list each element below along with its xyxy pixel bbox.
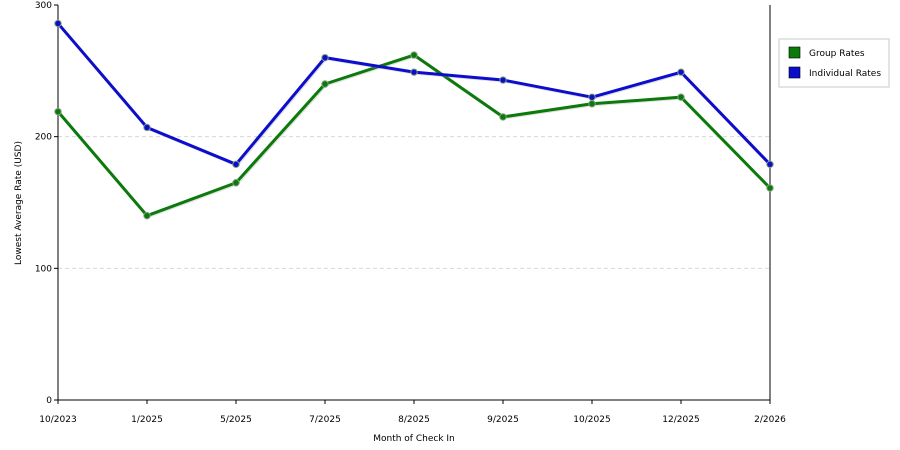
tick-labels: 0 100 200 300 10/2023 1/2025 5/2025 7/2025 8/202… [35, 1, 786, 425]
y-tick-label: 100 [35, 264, 52, 274]
legend-label: Group Rates [809, 49, 865, 59]
data-point [588, 100, 596, 108]
y-tick-label: 200 [35, 133, 52, 143]
series-shadow [57, 23, 773, 168]
y-axis-title: Lowest Average Rate (USD) [14, 141, 24, 265]
x-tick-label: 1/2025 [131, 415, 163, 425]
legend: Group Rates Individual Rates [778, 38, 890, 88]
data-point [143, 123, 151, 132]
data-point [321, 80, 329, 88]
data-point [232, 160, 240, 169]
legend-label: Individual Rates [809, 69, 881, 79]
x-axis-title: Month of Check In [373, 434, 455, 444]
data-point [54, 19, 62, 28]
legend-box [778, 38, 890, 88]
x-tick-label: 10/2023 [39, 415, 76, 425]
x-tick-label: 10/2025 [573, 415, 610, 425]
series-lines [54, 19, 774, 220]
data-point [766, 184, 774, 192]
data-point [766, 160, 774, 169]
data-point [588, 93, 596, 101]
data-point [410, 51, 418, 59]
x-tick-label: 7/2025 [309, 415, 341, 425]
data-point [232, 179, 240, 187]
x-tick-label: 12/2025 [662, 415, 699, 425]
data-point [321, 53, 329, 62]
series-individual-rates [54, 19, 774, 169]
data-point [499, 113, 507, 121]
data-point [677, 68, 685, 76]
data-point [410, 68, 418, 76]
x-tick-label: 5/2025 [220, 415, 252, 425]
data-point [54, 107, 62, 116]
x-tick-label: 2/2026 [754, 415, 786, 425]
axes [54, 4, 771, 404]
legend-swatch [788, 66, 801, 79]
data-point [677, 93, 685, 101]
y-tick-label: 0 [46, 396, 52, 406]
data-point [499, 76, 507, 84]
series-line [56, 22, 772, 166]
series-group-rates [54, 51, 774, 220]
legend-swatch [788, 46, 801, 59]
x-tick-label: 9/2025 [487, 415, 519, 425]
grid-lines [58, 136, 770, 269]
x-tick-label: 8/2025 [398, 415, 430, 425]
data-point [143, 211, 151, 220]
y-tick-label: 300 [35, 1, 52, 11]
